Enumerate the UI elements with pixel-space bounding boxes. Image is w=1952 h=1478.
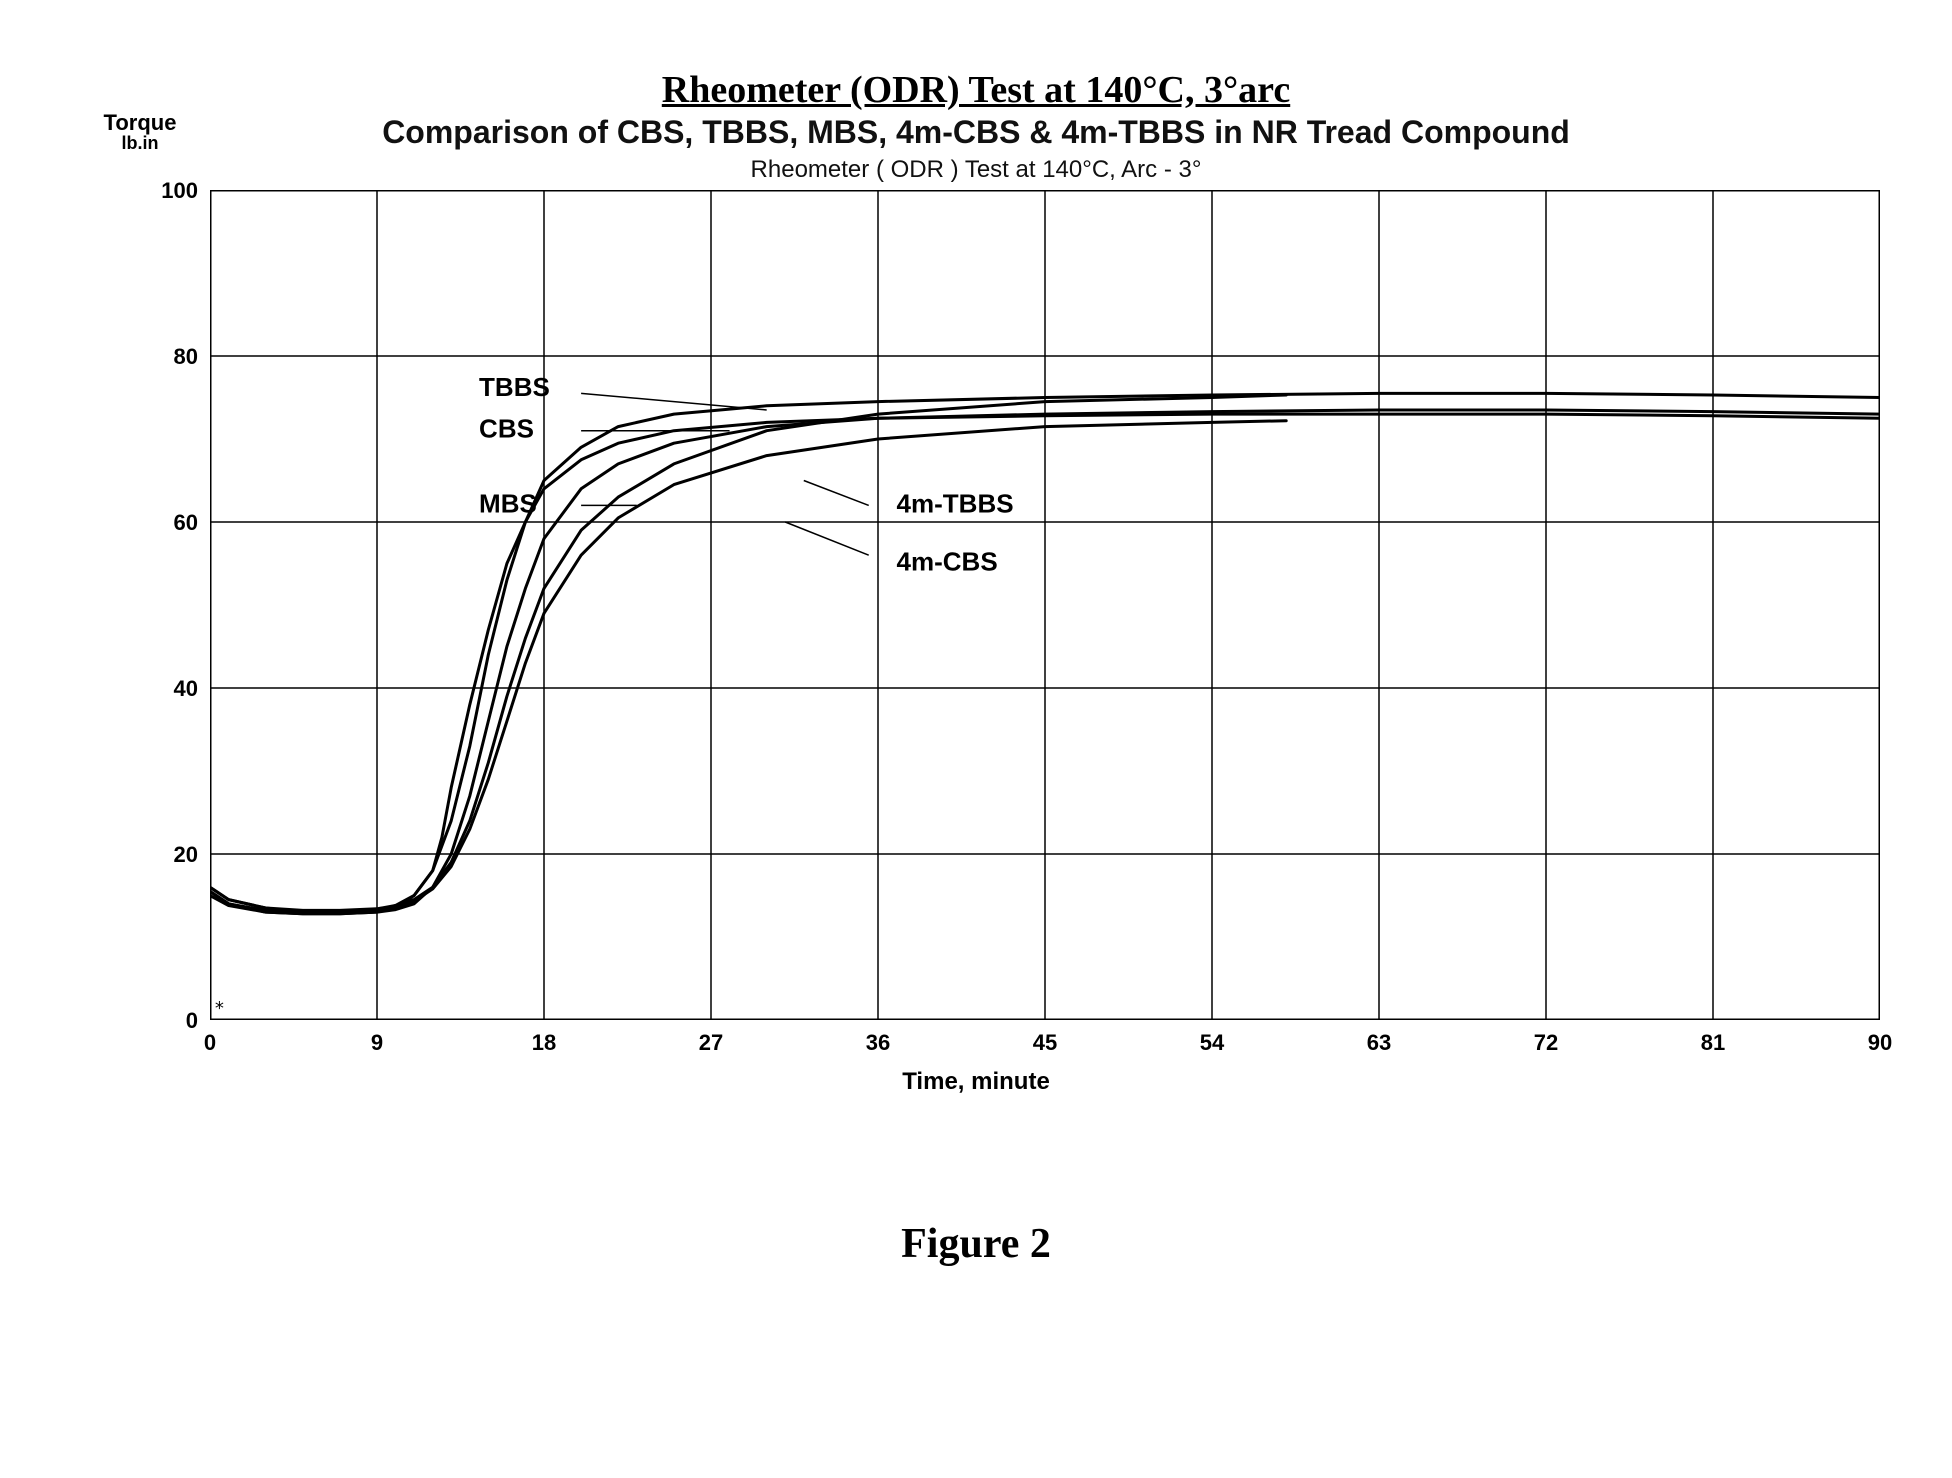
ytick-60: 60 [174,510,198,536]
series-label-4m-TBBS: 4m-TBBS [897,488,1014,518]
yaxis-label-line2: lb.in [80,134,200,152]
ytick-20: 20 [174,842,198,868]
leader-4m-TBBS [804,481,869,506]
subtitle-comparison: Comparison of CBS, TBBS, MBS, 4m-CBS & 4… [0,114,1952,151]
series-label-4m-CBS: 4m-CBS [897,546,998,576]
origin-mark: * [214,998,225,1019]
xtick-63: 63 [1364,1030,1394,1056]
xtick-90: 90 [1865,1030,1895,1056]
ytick-100: 100 [161,178,198,204]
subtitle-test-conditions: Rheometer ( ODR ) Test at 140°C, Arc - 3… [0,156,1952,184]
ytick-40: 40 [174,676,198,702]
xtick-81: 81 [1698,1030,1728,1056]
series-4m-TBBS [210,395,1286,910]
xtick-36: 36 [863,1030,893,1056]
xtick-45: 45 [1030,1030,1060,1056]
leader-4m-CBS [785,522,869,555]
xtick-27: 27 [696,1030,726,1056]
yaxis-label: Torque lb.in [80,112,200,152]
series-4m-CBS [210,421,1286,912]
figure-caption: Figure 2 [0,1220,1952,1268]
xtick-54: 54 [1197,1030,1227,1056]
xtick-9: 9 [362,1030,392,1056]
ytick-80: 80 [174,344,198,370]
xtick-0: 0 [195,1030,225,1056]
plot-area: TBBS CBS MBS 4m-TBBS 4m-CBS * [210,190,1880,1020]
main-title: Rheometer (ODR) Test at 140°C, 3°arc [0,68,1952,112]
leader-TBBS [581,393,767,410]
series-label-MBS: MBS [479,488,537,518]
yaxis-label-line1: Torque [104,110,177,135]
series-label-TBBS: TBBS [479,372,550,402]
xaxis-label: Time, minute [0,1068,1952,1096]
xtick-72: 72 [1531,1030,1561,1056]
series-label-CBS: CBS [479,414,534,444]
xtick-18: 18 [529,1030,559,1056]
